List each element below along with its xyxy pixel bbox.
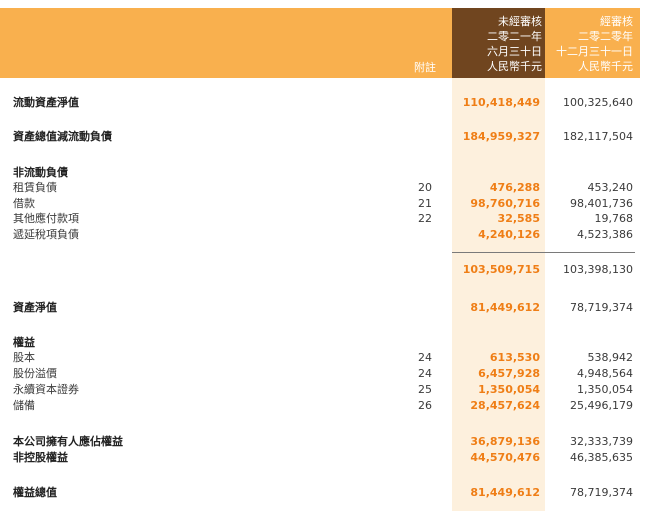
row-label: 股份溢價 [13, 367, 57, 380]
note-ref: 26 [418, 399, 432, 412]
table-row: 非控股權益 44,570,476 46,385,635 [0, 451, 669, 465]
row-label: 其他應付款項 [13, 212, 79, 225]
previous-value: 182,117,504 [563, 130, 633, 143]
current-value: 184,959,327 [462, 130, 540, 143]
subtotal-rule-previous [545, 252, 635, 253]
table-row: 永續資本證券 25 1,350,054 1,350,054 [0, 383, 669, 397]
previous-value: 32,333,739 [570, 435, 633, 448]
total-row: 權益總值 81,449,612 78,719,374 [0, 486, 669, 500]
current-value: 32,585 [497, 212, 540, 225]
row-label: 非控股權益 [13, 451, 68, 464]
table-row: 遞延稅項負債 4,240,126 4,523,386 [0, 228, 669, 242]
row-label: 借款 [13, 197, 35, 210]
table-row: 資產淨值 81,449,612 78,719,374 [0, 301, 669, 315]
current-value: 4,240,126 [478, 228, 540, 241]
table-row: 資產總值減流動負債 184,959,327 182,117,504 [0, 130, 669, 144]
table-row: 股份溢價 24 6,457,928 4,948,564 [0, 367, 669, 381]
subtotal-rule-current [452, 252, 545, 253]
table-row: 本公司擁有人應佔權益 36,879,136 32,333,739 [0, 435, 669, 449]
subtotal-row: 103,509,715 103,398,130 [0, 263, 669, 277]
section-heading: 非流動負債 [0, 166, 669, 180]
previous-value: 100,325,640 [563, 96, 633, 109]
previous-value: 4,948,564 [577, 367, 633, 380]
current-value: 1,350,054 [478, 383, 540, 396]
previous-value: 78,719,374 [570, 301, 633, 314]
note-ref: 21 [418, 197, 432, 210]
row-label: 權益 [13, 336, 35, 349]
row-label: 本公司擁有人應佔權益 [13, 435, 123, 448]
note-column-header: 附註 [414, 61, 436, 74]
table-row: 儲備 26 28,457,624 25,496,179 [0, 399, 669, 413]
note-ref: 25 [418, 383, 432, 396]
table-row: 借款 21 98,760,716 98,401,736 [0, 197, 669, 211]
current-value: 6,457,928 [478, 367, 540, 380]
table-row: 股本 24 613,530 538,942 [0, 351, 669, 365]
current-value: 613,530 [489, 351, 540, 364]
table-row: 其他應付款項 22 32,585 19,768 [0, 212, 669, 226]
current-header-line-3: 六月三十日 [487, 45, 542, 58]
table-row: 流動資產淨值 110,418,449 100,325,640 [0, 96, 669, 110]
row-label: 流動資產淨值 [13, 96, 79, 109]
table-row: 租賃負債 20 476,288 453,240 [0, 181, 669, 195]
previous-header-line-3: 十二月三十一日 [556, 45, 633, 58]
previous-value: 453,240 [587, 181, 634, 194]
row-label: 股本 [13, 351, 35, 364]
previous-header-line-4: 人民幣千元 [578, 60, 633, 73]
current-header-line-4: 人民幣千元 [487, 60, 542, 73]
current-value: 476,288 [489, 181, 540, 194]
row-label: 遞延稅項負債 [13, 228, 79, 241]
current-period-column-highlight [452, 78, 545, 511]
row-label: 永續資本證券 [13, 383, 79, 396]
note-ref: 22 [418, 212, 432, 225]
previous-value: 1,350,054 [577, 383, 633, 396]
previous-header-line-1: 經審核 [600, 15, 633, 28]
current-value: 44,570,476 [470, 451, 540, 464]
row-label: 儲備 [13, 399, 35, 412]
previous-value: 538,942 [587, 351, 634, 364]
current-value: 28,457,624 [470, 399, 540, 412]
previous-value: 78,719,374 [570, 486, 633, 499]
previous-value: 46,385,635 [570, 451, 633, 464]
previous-header-line-2: 二零二零年 [578, 30, 633, 43]
row-label: 租賃負債 [13, 181, 57, 194]
previous-value: 25,496,179 [570, 399, 633, 412]
note-ref: 20 [418, 181, 432, 194]
current-value: 110,418,449 [462, 96, 540, 109]
previous-value: 98,401,736 [570, 197, 633, 210]
previous-value: 19,768 [594, 212, 634, 225]
section-heading: 權益 [0, 336, 669, 350]
current-value: 98,760,716 [470, 197, 540, 210]
row-label: 資產淨值 [13, 301, 57, 314]
row-label: 權益總值 [13, 486, 57, 499]
current-value: 81,449,612 [470, 486, 540, 499]
row-label: 資產總值減流動負債 [13, 130, 112, 143]
current-value: 81,449,612 [470, 301, 540, 314]
current-value: 36,879,136 [470, 435, 540, 448]
current-period-header-cell [452, 8, 545, 78]
previous-value: 103,398,130 [563, 263, 633, 276]
previous-value: 4,523,386 [577, 228, 633, 241]
note-ref: 24 [418, 351, 432, 364]
current-header-line-1: 未經審核 [498, 15, 542, 28]
current-value: 103,509,715 [462, 263, 540, 276]
row-label: 非流動負債 [13, 166, 68, 179]
note-ref: 24 [418, 367, 432, 380]
current-header-line-2: 二零二一年 [487, 30, 542, 43]
